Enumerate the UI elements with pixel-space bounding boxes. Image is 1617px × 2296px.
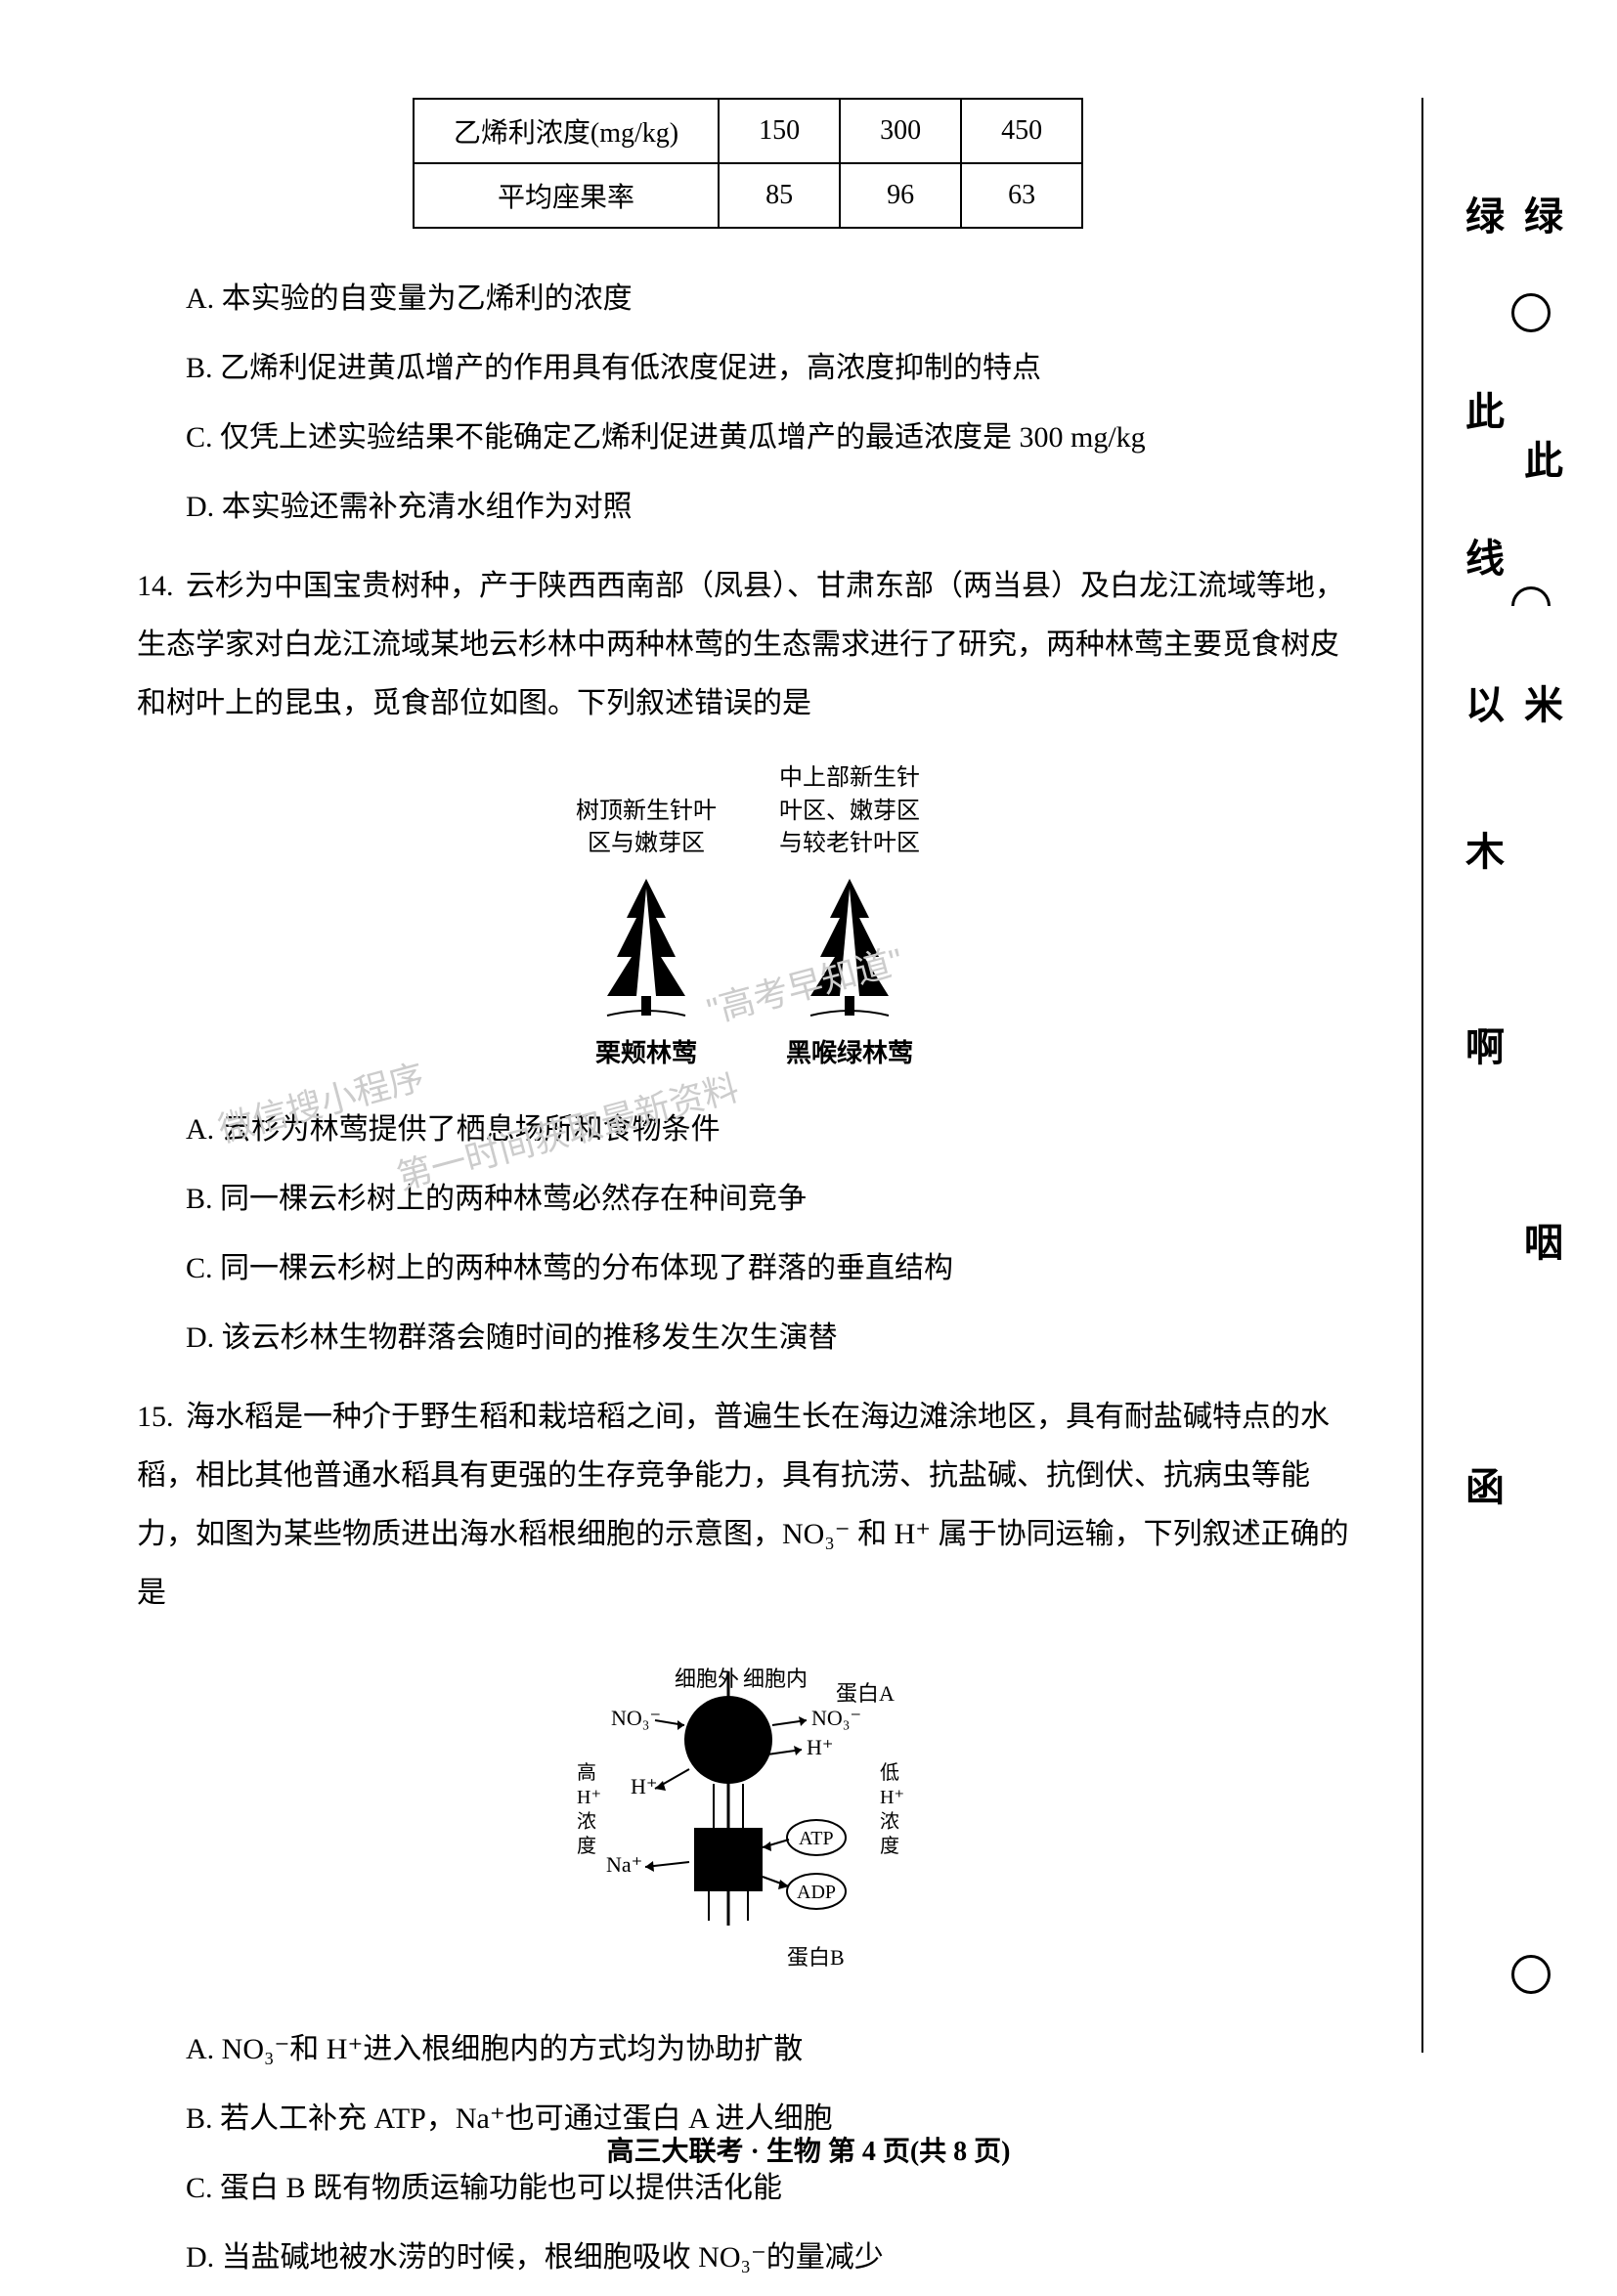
table-cell: 85 [719, 163, 840, 228]
label-h-in: H⁺ [807, 1735, 834, 1759]
label-inside: 细胞内 [743, 1667, 808, 1691]
label-no3-in: NO₃⁻ [811, 1706, 861, 1730]
option-d: D. 该云杉林生物群落会随时间的推移发生次生演替 [186, 1307, 1359, 1368]
label-h: H⁺ [631, 1774, 658, 1798]
margin-circle-icon [1511, 1955, 1551, 1994]
table-cell: 150 [719, 99, 840, 163]
option-d: D. 当盐碱地被水涝的时候，根细胞吸收 NO₃⁻的量减少 [186, 2227, 1359, 2288]
label-no3: NO₃⁻ [611, 1706, 661, 1730]
question-text: 云杉为中国宝贵树种，产于陕西西南部（凤县）、甘肃东部（两当县）及白龙江流域等地，… [137, 570, 1344, 719]
margin-char: 咽 [1511, 1222, 1568, 1261]
svg-text:浓: 浓 [577, 1810, 596, 1833]
label-outside: 细胞外 [675, 1667, 739, 1691]
table-cell: 96 [840, 163, 961, 228]
svg-text:浓: 浓 [880, 1810, 899, 1833]
svg-text:度: 度 [577, 1835, 596, 1857]
label-proteinB: 蛋白B [787, 1945, 845, 1970]
right-margin: 绿 绿 此 此 线 以 米 木 啊 咽 函 [1421, 98, 1578, 2053]
margin-char: 绿 [1453, 195, 1509, 235]
margin-char: 木 [1453, 831, 1509, 870]
membrane-svg: 细胞外 细胞内 蛋白A NO₃⁻ NO₃⁻ H⁺ H⁺ Na⁺ [503, 1652, 992, 1984]
svg-text:度: 度 [880, 1835, 899, 1857]
tree-label: 树顶新生针叶 区与嫩芽区 [576, 796, 717, 861]
table-cell: 450 [961, 99, 1082, 163]
option-a: A. 本实验的自变量为乙烯利的浓度 [186, 268, 1359, 329]
question-14: 14.云杉为中国宝贵树种，产于陕西西南部（凤县）、甘肃东部（两当县）及白龙江流域… [137, 557, 1359, 733]
table-row: 平均座果率 85 96 63 [414, 163, 1082, 228]
option-d: D. 本实验还需补充清水组作为对照 [186, 476, 1359, 538]
svg-text:H⁺: H⁺ [880, 1787, 904, 1808]
label-adp: ADP [797, 1882, 836, 1903]
margin-char: 此 [1453, 391, 1509, 430]
option-b: B. 同一棵云杉树上的两种林莺必然存在种间竞争 [186, 1168, 1359, 1230]
label-highH: 高 [577, 1761, 596, 1784]
tree-name: 黑喉绿林莺 [779, 1033, 920, 1069]
table-row: 乙烯利浓度(mg/kg) 150 300 450 [414, 99, 1082, 163]
page-content: 乙烯利浓度(mg/kg) 150 300 450 平均座果率 85 96 63 … [137, 78, 1359, 2296]
table-cell: 300 [840, 99, 961, 163]
option-c: C. 仅凭上述实验结果不能确定乙烯利促进黄瓜增产的最适浓度是 300 mg/kg [186, 407, 1359, 468]
margin-char: 米 [1511, 684, 1568, 723]
page-footer: 高三大联考 · 生物 第 4 页(共 8 页) [0, 2130, 1617, 2169]
option-c: C. 同一棵云杉树上的两种林莺的分布体现了群落的垂直结构 [186, 1237, 1359, 1299]
table-cell: 乙烯利浓度(mg/kg) [414, 99, 719, 163]
margin-char: 以 [1453, 684, 1509, 723]
margin-char: 绿 [1511, 195, 1568, 235]
label-proteinA: 蛋白A [836, 1681, 895, 1706]
label-atp: ATP [799, 1828, 834, 1849]
question-number: 15. [137, 1388, 186, 1447]
tree-icon [578, 869, 715, 1025]
tree-figure: 树顶新生针叶 区与嫩芽区 栗颊林莺 中上部新生针 叶区、嫩芽区 与较老针叶区 黑… [137, 762, 1359, 1069]
option-b: B. 乙烯利促进黄瓜增产的作用具有低浓度促进，高浓度抑制的特点 [186, 337, 1359, 399]
option-a: A. NO₃⁻和 H⁺进入根细胞内的方式均为协助扩散 [186, 2018, 1359, 2080]
cell-diagram: 细胞外 细胞内 蛋白A NO₃⁻ NO₃⁻ H⁺ H⁺ Na⁺ [137, 1652, 1359, 1989]
tree-1: 树顶新生针叶 区与嫩芽区 栗颊林莺 [576, 796, 717, 1069]
question-15: 15.海水稻是一种介于野生稻和栽培稻之间，普遍生长在海边滩涂地区，具有耐盐碱特点… [137, 1388, 1359, 1623]
data-table: 乙烯利浓度(mg/kg) 150 300 450 平均座果率 85 96 63 [413, 98, 1083, 229]
tree-label: 中上部新生针 叶区、嫩芽区 与较老针叶区 [779, 762, 920, 861]
tree-icon [781, 869, 918, 1025]
question-text: 海水稻是一种介于野生稻和栽培稻之间，普遍生长在海边滩涂地区，具有耐盐碱特点的水稻… [137, 1401, 1349, 1609]
option-a: A. 云杉为林莺提供了栖息场所和食物条件 [186, 1099, 1359, 1160]
tree-name: 栗颊林莺 [576, 1033, 717, 1069]
margin-char: 线 [1453, 538, 1509, 577]
margin-halfcircle-icon [1511, 586, 1551, 606]
table-cell: 平均座果率 [414, 163, 719, 228]
tree-2: 中上部新生针 叶区、嫩芽区 与较老针叶区 黑喉绿林莺 [779, 762, 920, 1069]
margin-char: 啊 [1453, 1026, 1509, 1065]
label-lowH: 低 [880, 1761, 899, 1784]
margin-circle-icon [1511, 293, 1551, 332]
table-cell: 63 [961, 163, 1082, 228]
svg-text:H⁺: H⁺ [577, 1787, 601, 1808]
label-na: Na⁺ [606, 1852, 642, 1877]
question-number: 14. [137, 557, 186, 616]
margin-char: 函 [1453, 1466, 1509, 1505]
margin-char: 此 [1511, 440, 1568, 479]
